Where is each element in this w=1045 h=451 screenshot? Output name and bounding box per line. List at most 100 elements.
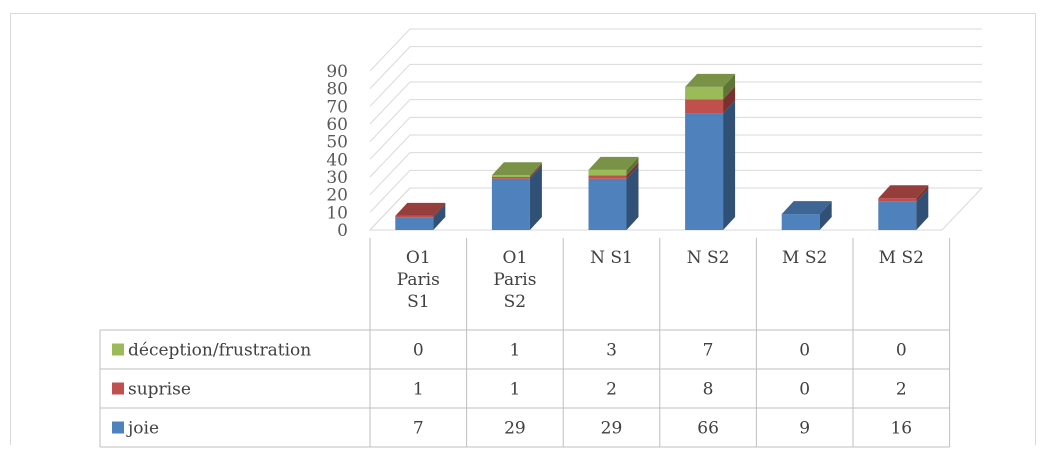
y-tick-label: 70 — [326, 97, 348, 117]
x-category-label: O1 Paris S2 — [493, 248, 536, 312]
gridline — [369, 134, 982, 178]
legend-key — [112, 382, 124, 395]
data-table-value: 0 — [896, 341, 907, 361]
y-tick-label: 20 — [326, 186, 348, 206]
gridline — [369, 63, 982, 107]
x-category-label: N S2 — [687, 248, 730, 268]
data-table-value: 7 — [703, 341, 714, 361]
bar-segment — [781, 201, 832, 230]
y-tick-label: 80 — [326, 80, 348, 100]
data-table-value: 1 — [413, 380, 424, 400]
bar-segment — [588, 156, 639, 176]
bar-segment — [878, 185, 929, 202]
bar-side — [433, 204, 446, 230]
gridline — [369, 169, 982, 213]
bar-segment — [395, 204, 446, 230]
data-table-value: 16 — [890, 419, 912, 439]
legend-key — [112, 343, 124, 356]
bar-top — [878, 185, 929, 199]
data-table-value: 2 — [606, 380, 617, 400]
x-category-label: M S2 — [782, 248, 827, 268]
y-tick-label: 50 — [326, 133, 348, 153]
gridline — [369, 46, 982, 90]
bar-side — [819, 201, 832, 230]
data-table-value: 0 — [413, 341, 424, 361]
y-tick-label: 60 — [326, 115, 348, 135]
bar-top — [685, 73, 736, 87]
data-table-value: 8 — [703, 380, 714, 400]
bar-front — [685, 86, 724, 100]
gridline — [369, 152, 982, 196]
data-table: O1 Paris S1 O1 Paris S2 N S1 N S2 M S2 M S2 décept… — [99, 238, 951, 448]
bar-top — [588, 156, 639, 170]
data-table-value: 66 — [697, 419, 719, 439]
chart-frame — [10, 13, 1036, 445]
bar-side — [723, 73, 736, 100]
bar-side — [723, 100, 736, 231]
bar-front — [588, 175, 627, 179]
bar-front — [878, 201, 917, 230]
bar-top — [395, 202, 446, 216]
data-table-value: 7 — [413, 419, 424, 439]
bar-top — [491, 162, 542, 176]
bar-segment — [395, 202, 446, 218]
bar-segment — [588, 165, 639, 230]
y-tick-label: 30 — [326, 168, 348, 188]
bar-side — [916, 185, 929, 202]
bar-front — [395, 215, 434, 218]
bar-front — [878, 198, 917, 202]
gridline — [369, 116, 982, 160]
bar-front — [395, 217, 434, 230]
bar-top — [781, 201, 832, 215]
x-category-label: O1 Paris S1 — [397, 248, 440, 312]
bar-segment — [685, 73, 736, 100]
bar-front — [781, 214, 820, 230]
y-tick-label: 10 — [326, 203, 348, 223]
x-category-label: N S1 — [590, 248, 633, 268]
data-table-value: 2 — [896, 380, 907, 400]
y-tick-label: 40 — [326, 150, 348, 170]
bar-side — [529, 164, 542, 179]
data-table-value: 0 — [799, 380, 810, 400]
bar-front — [685, 99, 724, 114]
data-table-value: 9 — [799, 419, 810, 439]
bar-side — [433, 202, 446, 218]
gridline — [369, 28, 982, 72]
bar-front — [491, 178, 530, 230]
bar-segment — [878, 188, 929, 230]
bar-segment — [685, 100, 736, 231]
bar-front — [491, 177, 530, 179]
legend-label: suprise — [128, 380, 191, 400]
data-table-value: 0 — [799, 341, 810, 361]
chart-floor — [368, 187, 984, 231]
gridline — [369, 81, 982, 125]
bar-segment — [588, 162, 639, 179]
bar-side — [529, 165, 542, 230]
legend-label: joie — [126, 419, 159, 439]
bar-segment — [491, 164, 542, 179]
data-table-value: 29 — [601, 419, 623, 439]
bar-side — [529, 162, 542, 177]
data-table-value: 1 — [509, 341, 520, 361]
y-tick-label: 90 — [326, 62, 348, 82]
legend-label: déception/frustration — [128, 341, 311, 361]
bars — [395, 73, 929, 231]
bar-side — [626, 162, 639, 179]
data-table-value: 29 — [504, 419, 526, 439]
bar-side — [626, 156, 639, 176]
bar-front — [685, 113, 724, 230]
bar-segment — [491, 165, 542, 230]
bar-side — [723, 86, 736, 114]
bar-front — [491, 175, 530, 177]
gridline — [369, 99, 982, 143]
y-tick-label: 0 — [337, 221, 348, 241]
bar-front — [588, 169, 627, 176]
bar-side — [916, 188, 929, 230]
bar-segment — [685, 86, 736, 114]
x-category-label: M S2 — [879, 248, 924, 268]
data-table-value: 3 — [606, 341, 617, 361]
data-table-value: 1 — [509, 380, 520, 400]
legend-key — [112, 421, 124, 434]
